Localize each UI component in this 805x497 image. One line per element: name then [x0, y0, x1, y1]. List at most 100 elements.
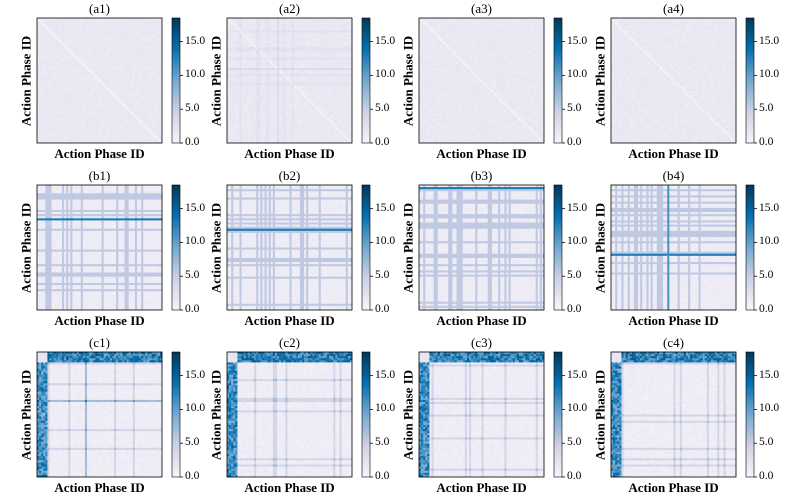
- heatmap-cell: [128, 24, 132, 27]
- heatmap-cell: [49, 28, 52, 31]
- heatmap-cell: [43, 53, 46, 56]
- heatmap-cell: [231, 22, 234, 25]
- heatmap-cell: [89, 101, 92, 104]
- heatmap-cell: [120, 140, 123, 144]
- heatmap-cell: [93, 99, 96, 102]
- heatmap-cell: [349, 61, 353, 65]
- heatmap-cell: [82, 136, 86, 140]
- heatmap-cell: [145, 70, 148, 73]
- heatmap-cell: [114, 88, 117, 92]
- heatmap-cell: [258, 18, 261, 21]
- heatmap-cell: [53, 61, 57, 65]
- heatmap-cell: [149, 103, 152, 106]
- heatmap-cell: [324, 40, 328, 44]
- heatmap-cell: [322, 57, 326, 60]
- heatmap-cell: [143, 113, 146, 117]
- heatmap-cell: [103, 140, 107, 144]
- heatmap-cell: [130, 113, 134, 117]
- heatmap-cell: [70, 128, 73, 131]
- heatmap-cell: [95, 57, 98, 60]
- heatmap-cell: [285, 57, 288, 60]
- heatmap-cell: [57, 63, 61, 67]
- heatmap-cell: [149, 53, 152, 56]
- heatmap-cell: [293, 53, 297, 56]
- heatmap-cell: [66, 90, 69, 94]
- heatmap-cell: [281, 28, 284, 31]
- heatmap-cell: [285, 38, 288, 42]
- heatmap-cell: [258, 55, 261, 58]
- heatmap-cell: [47, 84, 50, 88]
- heatmap-cell: [143, 65, 146, 69]
- heatmap-cell: [78, 126, 82, 129]
- heatmap-cell: [87, 99, 90, 102]
- heatmap-cell: [159, 51, 163, 54]
- heatmap-cell: [277, 18, 280, 21]
- heatmap-cell: [70, 86, 73, 90]
- heatmap-cell: [118, 53, 121, 56]
- heatmap-cell: [159, 80, 163, 83]
- heatmap-cell: [39, 115, 42, 119]
- heatmap-cell: [155, 99, 159, 102]
- heatmap-cell: [143, 47, 146, 50]
- heatmap-cell: [274, 32, 278, 35]
- heatmap-cell: [335, 47, 338, 50]
- heatmap-cell: [122, 22, 125, 25]
- heatmap-cell: [78, 93, 82, 96]
- heatmap-cell: [116, 136, 119, 140]
- heatmap-cell: [64, 111, 67, 115]
- heatmap-cell: [66, 38, 69, 42]
- heatmap-cell: [126, 95, 129, 98]
- heatmap-cell: [304, 32, 307, 35]
- heatmap-cell: [39, 99, 42, 102]
- heatmap-cell: [45, 32, 48, 35]
- heatmap-cell: [141, 88, 144, 92]
- heatmap-cell: [304, 43, 307, 46]
- heatmap-cell: [116, 107, 119, 110]
- heatmap-cell: [103, 26, 107, 29]
- heatmap-cell: [105, 115, 109, 119]
- heatmap-cell: [343, 38, 347, 42]
- heatmap-cell: [279, 57, 282, 60]
- heatmap-cell: [41, 72, 44, 75]
- heatmap-cell: [107, 80, 111, 83]
- heatmap-cell: [159, 97, 163, 100]
- heatmap-cell: [157, 78, 161, 81]
- heatmap-cell: [235, 43, 238, 46]
- heatmap-cell: [107, 118, 111, 121]
- heatmap-cell: [91, 61, 94, 65]
- heatmap-cell: [68, 28, 71, 31]
- heatmap-cell: [84, 45, 88, 48]
- heatmap-cell: [155, 61, 159, 65]
- heatmap-cell: [51, 107, 54, 110]
- heatmap-cell: [126, 32, 129, 35]
- heatmap-cell: [49, 118, 52, 121]
- heatmap-cell: [279, 63, 282, 67]
- heatmap-cell: [39, 43, 42, 46]
- heatmap-cell: [241, 38, 244, 42]
- heatmap-cell: [37, 49, 40, 52]
- heatmap-cell: [299, 43, 303, 46]
- heatmap-cell: [141, 45, 144, 48]
- heatmap-cell: [80, 124, 84, 127]
- heatmap-cell: [245, 20, 249, 23]
- heatmap-cell: [134, 57, 138, 60]
- heatmap-cell: [262, 43, 265, 46]
- heatmap-cell: [345, 36, 349, 40]
- heatmap-cell: [53, 24, 57, 27]
- heatmap-cell: [122, 34, 125, 38]
- heatmap-cell: [74, 84, 77, 88]
- heatmap-cell: [245, 57, 249, 60]
- heatmap-cell: [279, 34, 282, 38]
- heatmap-cell: [91, 63, 94, 67]
- heatmap-cell: [107, 63, 111, 67]
- heatmap-cell: [235, 53, 238, 56]
- heatmap-cell: [62, 80, 65, 83]
- heatmap-cell: [134, 97, 138, 100]
- heatmap-cell: [114, 132, 117, 135]
- heatmap-cell: [37, 68, 40, 71]
- heatmap-cell: [283, 20, 286, 23]
- heatmap-cell: [45, 101, 48, 104]
- heatmap-cell: [112, 40, 115, 44]
- heatmap-cell: [45, 107, 48, 110]
- heatmap-cell: [62, 88, 65, 92]
